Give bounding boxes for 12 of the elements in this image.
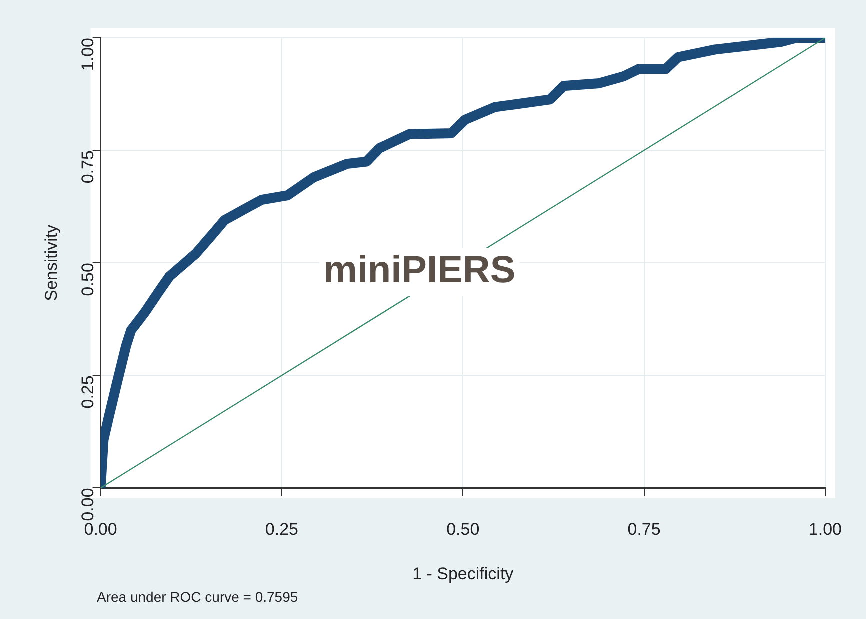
y-tick-label: 1.00	[78, 38, 98, 72]
x-tick-label: 1.00	[808, 520, 842, 540]
x-axis-title: 1 - Specificity	[412, 564, 514, 584]
text: Area under ROC curve = 0.7595	[97, 588, 298, 605]
x-tick-label: 0.75	[628, 520, 661, 540]
x-tick-label: 0.50	[446, 520, 480, 540]
y-tick-label: 0.50	[78, 263, 98, 296]
y-axis-title: Sensitivity	[42, 224, 61, 302]
x-tick-label: 0.25	[265, 520, 299, 540]
y-tick-label: 0.75	[78, 150, 98, 184]
y-tick-label: 0.25	[78, 376, 98, 409]
annotation: miniPIERS	[324, 250, 516, 292]
